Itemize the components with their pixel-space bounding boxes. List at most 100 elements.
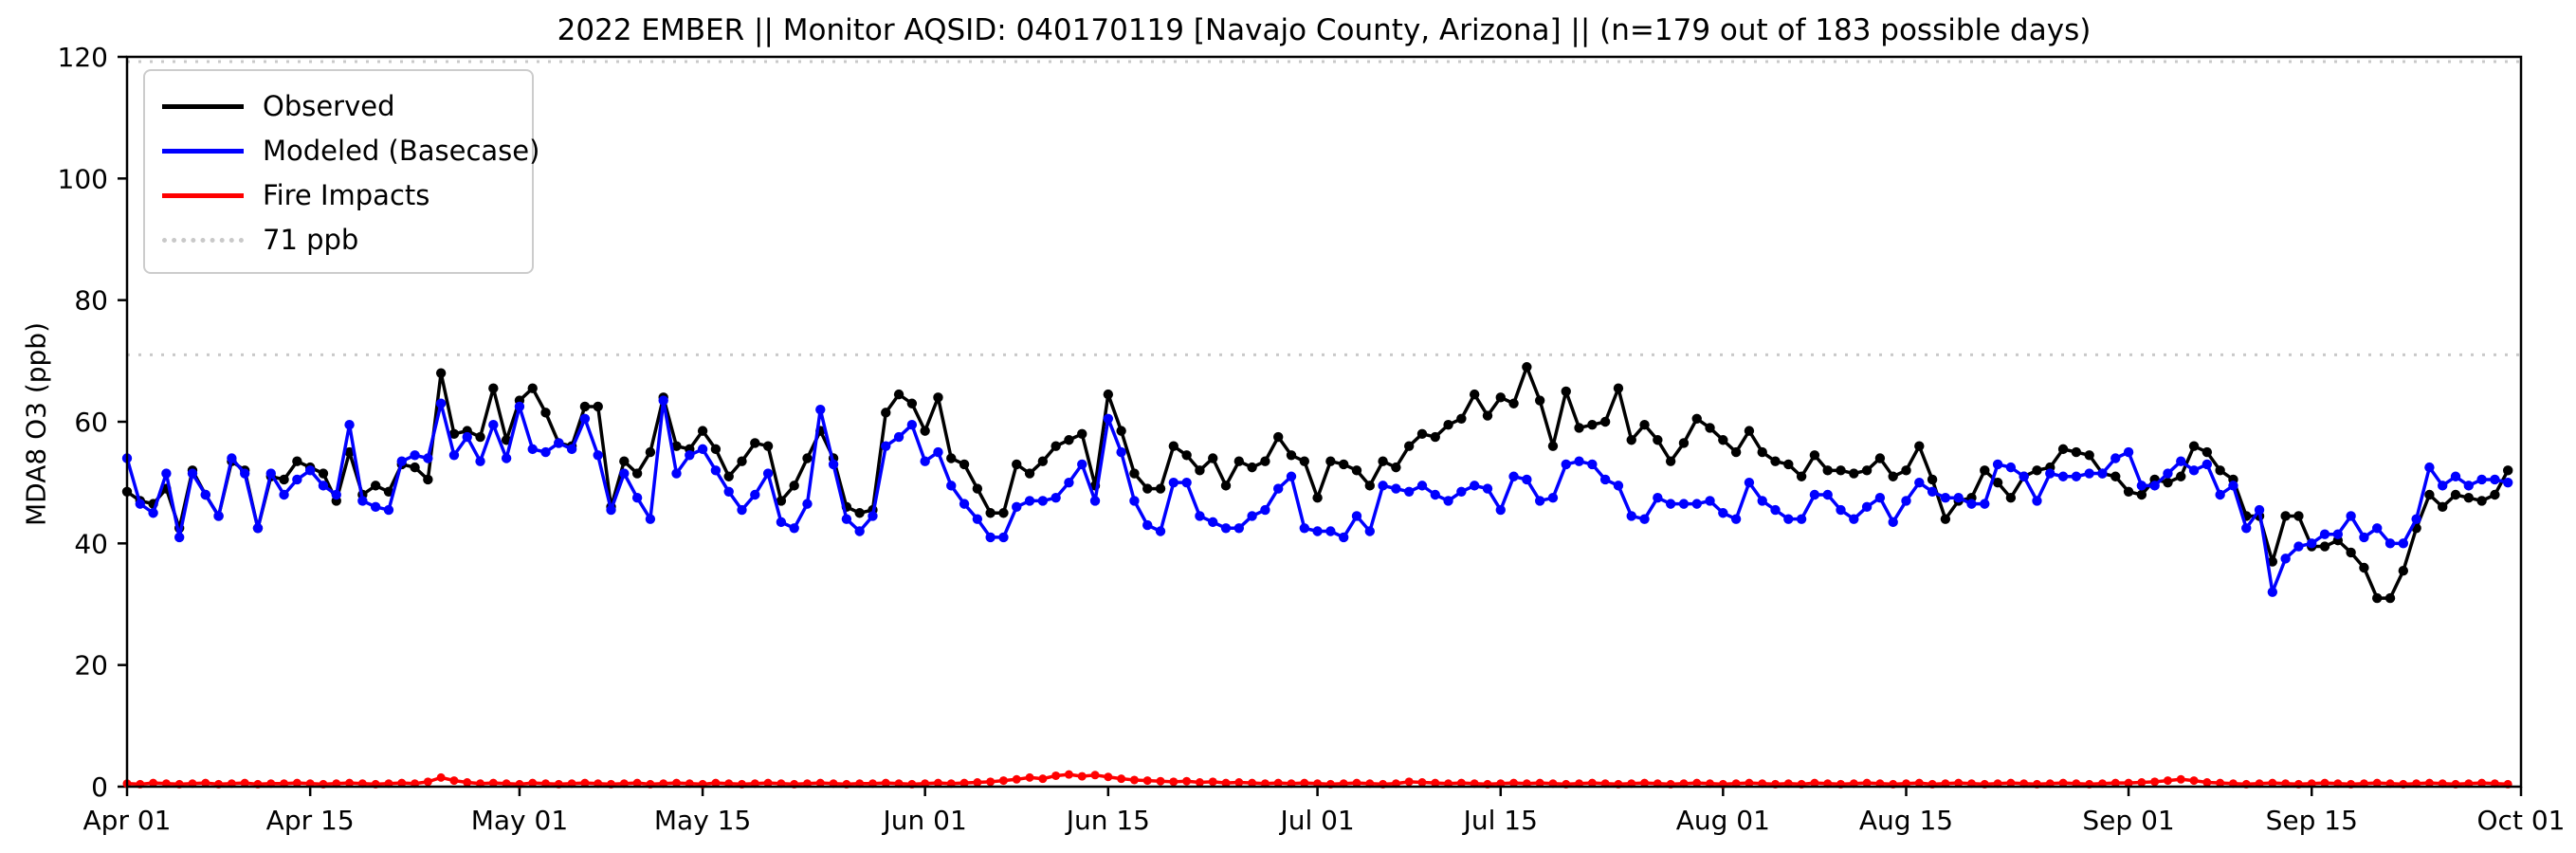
- data-point: [1927, 486, 1938, 497]
- data-point: [1247, 511, 1257, 521]
- data-point: [528, 778, 538, 788]
- data-point: [1940, 514, 1951, 524]
- data-point: [998, 508, 1009, 518]
- chart-title: 2022 EMBER || Monitor AQSID: 040170119 […: [557, 13, 2092, 47]
- data-point: [1351, 465, 1362, 476]
- data-point: [815, 404, 826, 415]
- data-point: [1626, 511, 1636, 521]
- data-point: [2319, 541, 2330, 552]
- data-point: [265, 468, 276, 479]
- data-point: [1169, 777, 1178, 787]
- data-point: [1665, 499, 1676, 509]
- data-point: [1221, 778, 1231, 788]
- data-point: [593, 450, 603, 461]
- data-point: [893, 431, 904, 443]
- data-point: [423, 474, 433, 485]
- data-point: [973, 778, 982, 788]
- data-point: [2110, 471, 2121, 481]
- data-point: [475, 456, 485, 466]
- data-point: [998, 532, 1009, 543]
- data-point: [1626, 435, 1636, 445]
- data-point: [1613, 481, 1624, 491]
- data-point: [1469, 389, 1480, 400]
- data-point: [488, 383, 499, 393]
- data-point: [2319, 529, 2330, 539]
- data-point: [1730, 446, 1742, 458]
- data-point: [1705, 423, 1715, 433]
- data-point: [1665, 456, 1676, 466]
- data-point: [1168, 441, 1179, 451]
- data-point: [1574, 423, 1584, 433]
- data-point: [881, 408, 891, 418]
- data-point: [1129, 775, 1139, 785]
- data-point: [1050, 493, 1061, 503]
- data-point: [1273, 483, 1284, 494]
- data-point: [1142, 776, 1152, 786]
- data-point: [1692, 778, 1702, 788]
- data-point: [645, 446, 656, 458]
- data-point: [1954, 778, 1964, 788]
- data-point: [514, 401, 525, 412]
- data-point: [1901, 465, 1911, 476]
- data-point: [619, 456, 630, 466]
- data-point: [1639, 514, 1650, 524]
- data-point: [1534, 395, 1545, 406]
- data-point: [1103, 389, 1114, 400]
- data-point: [868, 511, 878, 521]
- data-point: [1155, 483, 1166, 494]
- x-tick-label: Sep 01: [2082, 805, 2174, 836]
- data-point: [802, 499, 813, 509]
- data-point: [2332, 529, 2344, 539]
- data-point: [423, 453, 433, 463]
- data-point: [1025, 772, 1034, 782]
- data-point: [1836, 465, 1846, 476]
- data-point: [1678, 499, 1690, 509]
- data-point: [1037, 456, 1049, 466]
- y-tick-label: 0: [91, 771, 108, 803]
- data-point: [985, 508, 996, 518]
- data-point: [1849, 514, 1859, 524]
- data-point: [463, 778, 472, 788]
- data-point: [1417, 778, 1427, 788]
- x-tick-label: Jul 01: [1278, 805, 1354, 836]
- data-point: [397, 778, 407, 788]
- data-point: [1416, 428, 1428, 440]
- data-point: [1914, 477, 1925, 488]
- data-point: [1300, 778, 1309, 788]
- data-point: [946, 481, 957, 491]
- data-point: [1430, 431, 1440, 443]
- data-point: [1770, 456, 1781, 466]
- data-point: [1403, 441, 1415, 451]
- data-point: [881, 778, 890, 788]
- data-point: [2136, 481, 2147, 491]
- data-point: [423, 777, 432, 787]
- data-point: [279, 489, 289, 500]
- data-point: [1587, 459, 1598, 470]
- data-point: [2268, 778, 2277, 788]
- data-point: [1456, 413, 1467, 424]
- data-point: [2372, 523, 2383, 534]
- data-point: [2280, 554, 2291, 564]
- data-point: [344, 420, 355, 430]
- data-point: [2307, 538, 2317, 549]
- data-point: [1064, 770, 1073, 779]
- data-point: [1718, 435, 1728, 445]
- data-point: [527, 444, 538, 455]
- legend-label: Fire Impacts: [263, 179, 430, 211]
- data-point: [475, 431, 485, 443]
- data-point: [1770, 504, 1781, 516]
- data-point: [1469, 481, 1480, 491]
- data-point: [2084, 468, 2094, 479]
- data-point: [579, 401, 591, 412]
- data-point: [2450, 471, 2461, 481]
- data-point: [1089, 496, 1101, 506]
- data-point: [606, 504, 616, 516]
- data-point: [383, 504, 394, 516]
- data-point: [1718, 508, 1728, 518]
- data-point: [1678, 438, 1690, 448]
- data-point: [2176, 471, 2186, 481]
- data-point: [750, 489, 760, 500]
- data-point: [1142, 483, 1153, 494]
- data-point: [2463, 481, 2475, 491]
